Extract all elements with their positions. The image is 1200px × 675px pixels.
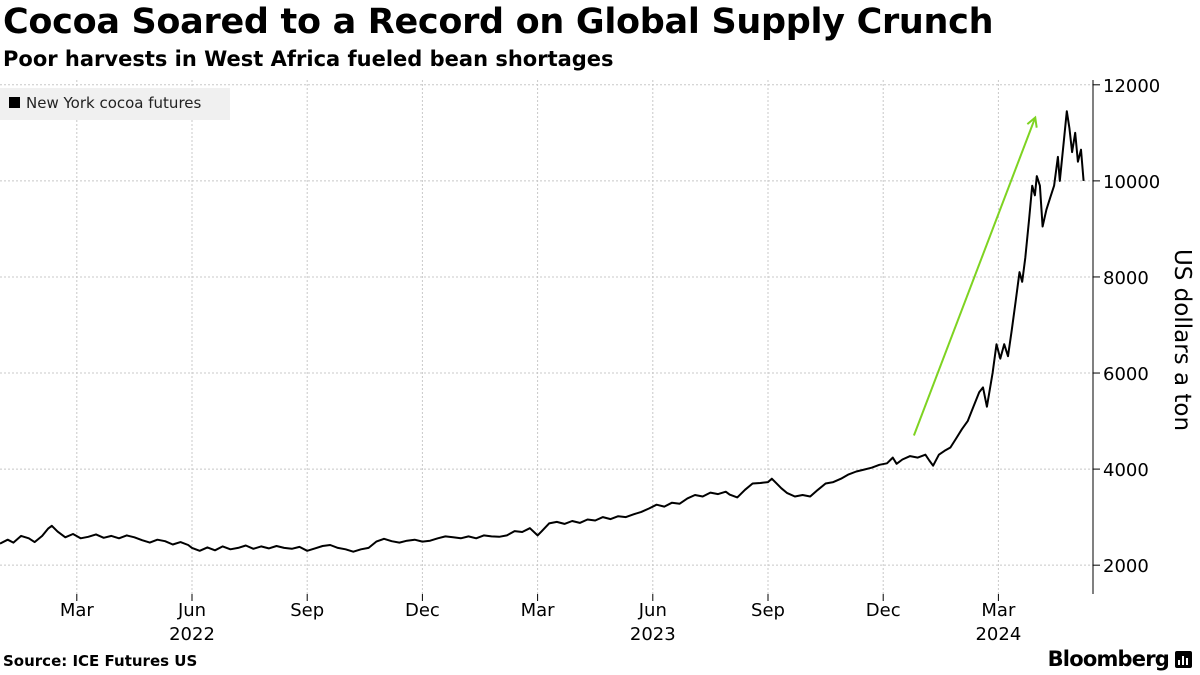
x-tick-label: Sep bbox=[290, 600, 324, 621]
brand-name: Bloomberg bbox=[1047, 647, 1170, 671]
legend-label: New York cocoa futures bbox=[26, 94, 202, 112]
x-year-label: 2022 bbox=[169, 624, 215, 645]
x-year-label: 2023 bbox=[630, 624, 676, 645]
y-tick-label: 6000 bbox=[1103, 364, 1149, 385]
chart-subtitle: Poor harvests in West Africa fueled bean… bbox=[3, 47, 614, 71]
axis-layer: 2000 4000 6000 8000 10000 12000 Mar Jun Sep Dec Ma… bbox=[60, 76, 1160, 645]
x-year-label: 2024 bbox=[975, 624, 1021, 645]
source-note: Source: ICE Futures US bbox=[3, 652, 198, 670]
y-axis-label: US dollars a ton bbox=[1169, 249, 1195, 431]
brand-logo: Bloomberg bbox=[1048, 647, 1192, 671]
y-tick-label: 2000 bbox=[1103, 556, 1149, 577]
y-tick-label: 10000 bbox=[1103, 172, 1160, 193]
x-tick-label: Mar bbox=[981, 600, 1016, 621]
grid-layer bbox=[0, 80, 1093, 594]
bar-chart-icon bbox=[1175, 650, 1192, 668]
series-layer bbox=[0, 110, 1085, 553]
x-tick-label: Mar bbox=[521, 600, 556, 621]
legend-box bbox=[0, 88, 230, 120]
x-tick-label: Jun bbox=[638, 600, 667, 621]
y-tick-label: 12000 bbox=[1103, 76, 1160, 97]
x-tick-label: Sep bbox=[751, 600, 785, 621]
x-tick-label: Jun bbox=[177, 600, 206, 621]
y-tick-label: 8000 bbox=[1103, 268, 1149, 289]
y-tick-label: 4000 bbox=[1103, 460, 1149, 481]
x-tick-label: Dec bbox=[866, 600, 901, 621]
legend-swatch bbox=[9, 97, 20, 108]
annotation-layer bbox=[912, 118, 1035, 436]
series-line-new-york-cocoa-futures bbox=[0, 110, 1085, 553]
x-tick-label: Dec bbox=[405, 600, 440, 621]
x-tick-label: Mar bbox=[60, 600, 95, 621]
chart-title: Cocoa Soared to a Record on Global Suppl… bbox=[3, 2, 994, 42]
trend-arrow bbox=[912, 118, 1035, 436]
